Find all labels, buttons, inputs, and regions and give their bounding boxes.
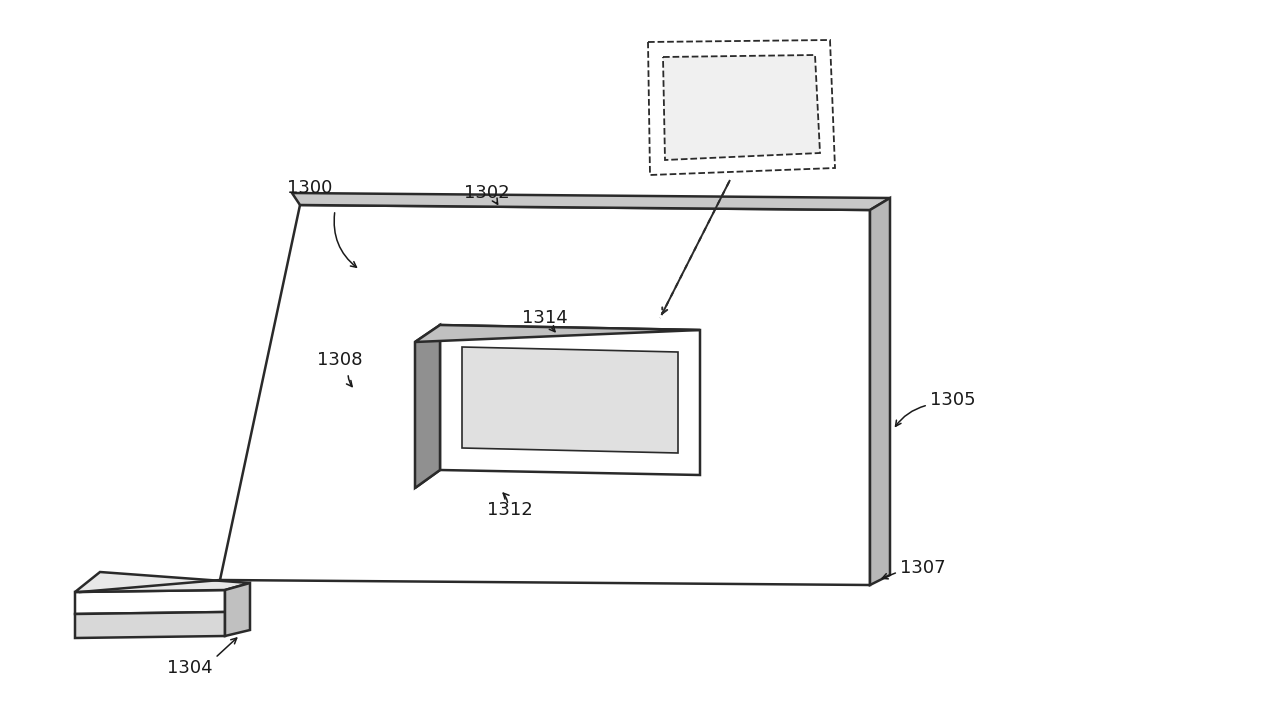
Polygon shape	[415, 470, 440, 488]
Text: 1304: 1304	[168, 659, 212, 677]
Polygon shape	[648, 40, 835, 175]
Text: 1314: 1314	[522, 309, 568, 327]
Polygon shape	[76, 590, 225, 614]
Text: 1302: 1302	[465, 184, 509, 202]
Polygon shape	[76, 612, 225, 638]
Text: 1312: 1312	[488, 501, 532, 519]
Polygon shape	[415, 325, 700, 342]
Text: 1308: 1308	[317, 351, 362, 369]
Text: 1300: 1300	[287, 179, 333, 197]
Text: 1307: 1307	[900, 559, 946, 577]
Polygon shape	[663, 55, 820, 160]
Polygon shape	[225, 583, 250, 636]
Polygon shape	[76, 572, 250, 592]
Polygon shape	[292, 193, 890, 210]
Polygon shape	[220, 205, 870, 585]
Polygon shape	[870, 198, 890, 585]
Polygon shape	[415, 325, 440, 488]
Text: 1305: 1305	[931, 391, 975, 409]
Polygon shape	[462, 347, 678, 453]
Polygon shape	[440, 325, 700, 475]
